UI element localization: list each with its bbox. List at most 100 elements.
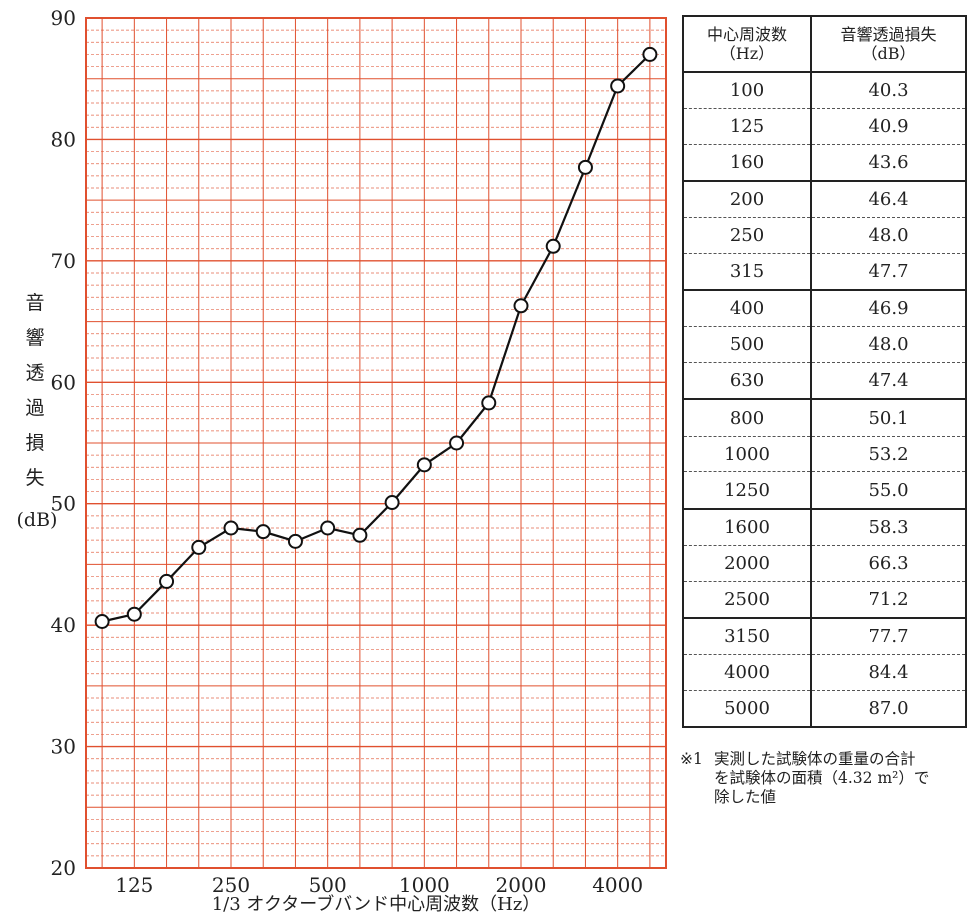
footnote-line-2: を試験体の面積（4.32 m²）で bbox=[714, 769, 930, 787]
data-point bbox=[642, 46, 658, 62]
table-cell-frequency: 1000 bbox=[683, 436, 811, 473]
plot-frame bbox=[85, 17, 667, 869]
table-cell-frequency: 315 bbox=[683, 253, 811, 292]
data-point bbox=[577, 159, 593, 175]
data-point bbox=[159, 573, 175, 589]
table-row: 1000 53.2 bbox=[683, 436, 966, 473]
footnote: ※1 実測した試験体の重量の合計 を試験体の面積（4.32 m²）で 除した値 bbox=[680, 750, 970, 807]
series-line bbox=[101, 53, 651, 623]
y-tick-label: 20 bbox=[51, 856, 76, 880]
table-cell-loss: 48.0 bbox=[810, 217, 966, 255]
y-axis-label: 音響透過損失 (dB) bbox=[17, 292, 58, 531]
table-row: 315 47.7 bbox=[683, 253, 966, 292]
table-row: 200 46.4 bbox=[683, 181, 966, 219]
table-row: 800 50.1 bbox=[683, 399, 966, 437]
x-tick-label: 4000 bbox=[592, 873, 643, 897]
header-loss-title: 音響透過損失 bbox=[840, 25, 937, 44]
data-point bbox=[384, 495, 400, 510]
table-cell-loss: 71.2 bbox=[810, 581, 966, 619]
table-cell-loss: 47.7 bbox=[810, 253, 966, 292]
table-cell-loss: 48.0 bbox=[810, 326, 966, 364]
y-tick-label: 60 bbox=[51, 370, 76, 394]
x-tick-label: 2000 bbox=[496, 873, 547, 897]
y-label-char: 過 bbox=[25, 397, 44, 419]
table-cell-loss: 47.4 bbox=[810, 362, 966, 401]
table-row: 160 43.6 bbox=[683, 144, 966, 183]
header-frequency: 中心周波数 （Hz） bbox=[683, 16, 811, 73]
x-axis-ticks: 125 250 500 1000 2000 4000 bbox=[115, 873, 643, 897]
table-row: 3150 77.7 bbox=[683, 617, 966, 655]
table-cell-loss: 55.0 bbox=[810, 471, 966, 510]
table-cell-frequency: 250 bbox=[683, 217, 811, 255]
data-point bbox=[481, 395, 497, 411]
header-frequency-unit: （Hz） bbox=[719, 44, 775, 63]
table-row: 2000 66.3 bbox=[683, 545, 966, 582]
table-cell-frequency: 1250 bbox=[683, 471, 811, 510]
table-cell-loss: 40.9 bbox=[810, 108, 966, 145]
y-label-unit: (dB) bbox=[17, 509, 58, 531]
series-markers bbox=[94, 46, 658, 629]
table-cell-loss: 66.3 bbox=[810, 545, 966, 582]
table-row: 250 48.0 bbox=[683, 217, 966, 255]
table-row: 500 48.0 bbox=[683, 326, 966, 364]
y-tick-label: 70 bbox=[51, 249, 76, 273]
table-cell-frequency: 2500 bbox=[683, 581, 811, 619]
header-loss-unit: （dB） bbox=[861, 44, 916, 63]
data-point bbox=[449, 435, 465, 451]
data-point bbox=[94, 614, 110, 629]
data-point bbox=[191, 539, 207, 555]
data-table: 中心周波数 （Hz） 音響透過損失 （dB） 100 40.3 125 40.9 160… bbox=[682, 15, 967, 728]
footnote-mark: ※1 bbox=[680, 750, 703, 768]
table-cell-loss: 77.7 bbox=[810, 617, 966, 655]
table-cell-loss: 58.3 bbox=[810, 508, 966, 546]
data-point bbox=[610, 78, 626, 94]
table-cell-frequency: 800 bbox=[683, 399, 811, 437]
y-label-char: 透 bbox=[25, 362, 44, 384]
table-cell-frequency: 100 bbox=[683, 72, 811, 110]
table-row: 400 46.9 bbox=[683, 290, 966, 328]
footnote-line-1: 実測した試験体の重量の合計 bbox=[714, 750, 916, 768]
chart-grid bbox=[86, 18, 666, 868]
table-cell-frequency: 4000 bbox=[683, 654, 811, 691]
data-point bbox=[352, 527, 368, 543]
y-label-char: 音 bbox=[25, 292, 44, 314]
x-tick-label: 250 bbox=[212, 873, 250, 897]
table-cell-loss: 46.4 bbox=[810, 181, 966, 219]
transmission-loss-chart: 20 30 40 50 60 70 80 90 125 250 500 1000 2000 4000 1… bbox=[17, 6, 667, 915]
table-cell-frequency: 5000 bbox=[724, 697, 770, 719]
x-tick-label: 125 bbox=[115, 873, 153, 897]
table-row: 2500 71.2 bbox=[683, 581, 966, 619]
table-cell-loss: 46.9 bbox=[810, 290, 966, 328]
x-tick-label: 1000 bbox=[399, 873, 450, 897]
table-cell-frequency: 125 bbox=[683, 108, 811, 145]
y-tick-label: 80 bbox=[51, 127, 76, 151]
table-cell-frequency: 630 bbox=[683, 362, 811, 401]
y-axis-ticks: 20 30 40 50 60 70 80 90 bbox=[51, 6, 76, 880]
y-label-char: 失 bbox=[25, 467, 44, 489]
y-tick-label: 40 bbox=[51, 613, 76, 637]
data-point bbox=[223, 520, 239, 536]
table-cell-frequency: 2000 bbox=[683, 545, 811, 582]
table-cell-frequency: 160 bbox=[683, 144, 811, 183]
table-cell-loss: 43.6 bbox=[810, 144, 966, 183]
table-cell-loss: 53.2 bbox=[810, 436, 966, 473]
data-point bbox=[320, 520, 336, 536]
x-axis-label: 1/3 オクターブバンド中心周波数（Hz） bbox=[212, 893, 541, 915]
y-tick-label: 90 bbox=[51, 6, 76, 30]
table-cell-frequency: 3150 bbox=[683, 617, 811, 655]
footnote-line-3: 除した値 bbox=[714, 788, 777, 806]
y-tick-label: 30 bbox=[51, 735, 76, 759]
table-row: 1250 55.0 bbox=[683, 471, 966, 510]
x-tick-label: 500 bbox=[309, 873, 347, 897]
header-loss: 音響透過損失 （dB） bbox=[810, 16, 966, 73]
y-tick-label: 50 bbox=[51, 492, 76, 516]
table-body: 100 40.3 125 40.9 160 43.6 200 46.4 250 48.0 315 47… bbox=[683, 72, 966, 727]
header-frequency-title: 中心周波数 bbox=[706, 25, 787, 44]
table-cell-loss: 84.4 bbox=[810, 654, 966, 691]
data-point bbox=[255, 524, 271, 540]
table-cell-frequency: 200 bbox=[683, 181, 811, 219]
y-label-char: 響 bbox=[25, 327, 44, 349]
table-row: 100 40.3 bbox=[683, 72, 966, 110]
table-row: 4000 84.4 bbox=[683, 654, 966, 691]
data-point bbox=[287, 533, 303, 549]
